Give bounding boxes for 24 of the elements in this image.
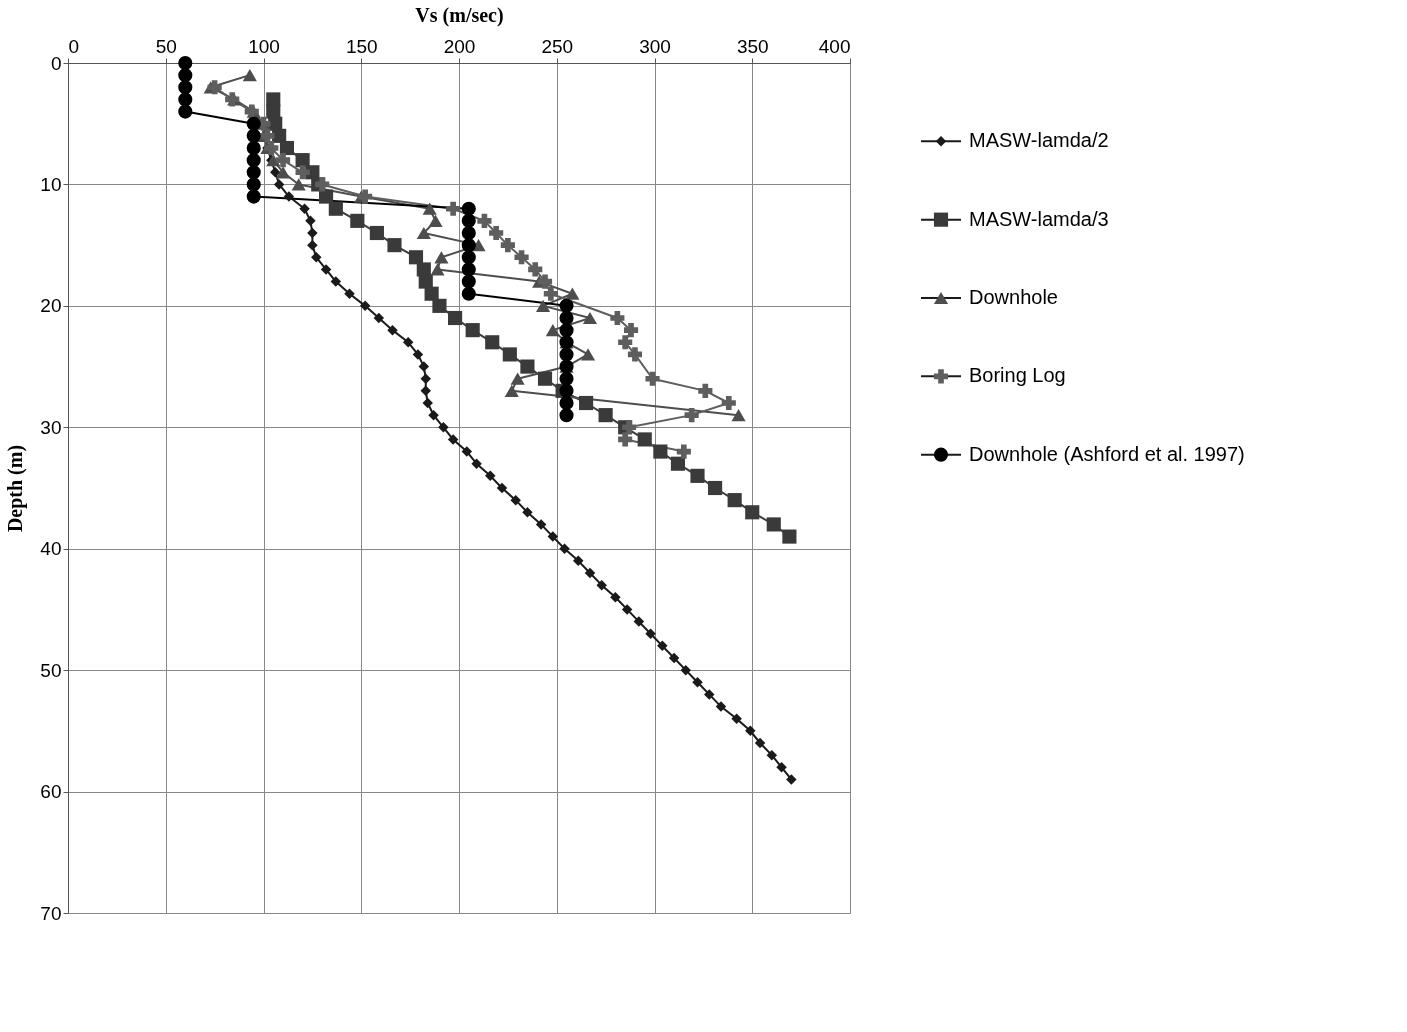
x-tick-label: 350 — [736, 35, 769, 57]
y-tick-label: 70 — [40, 902, 62, 924]
x-tick-label: 250 — [541, 35, 574, 57]
x-tick-label: 0 — [68, 35, 80, 57]
x-tick-label: 150 — [345, 35, 378, 57]
y-tick-label: 20 — [40, 295, 62, 317]
y-tick-label: 40 — [40, 538, 62, 560]
y-tick-label: 0 — [50, 52, 62, 74]
y-tick-label: 60 — [40, 781, 62, 803]
y-tick-label: 10 — [40, 173, 62, 195]
legend-label: Downhole (Ashford et al. 1997) — [969, 442, 1245, 465]
legend-label: MASW-lamda/3 — [969, 207, 1109, 230]
x-tick-label: 100 — [248, 35, 280, 57]
x-tick-label: 50 — [155, 35, 177, 57]
x-tick-label: 400 — [818, 35, 851, 57]
legend-label: Downhole — [969, 286, 1058, 308]
y-tick-label: 50 — [40, 659, 62, 681]
y-axis-title: Depth (m) — [4, 444, 28, 533]
y-tick-label: 30 — [40, 416, 62, 438]
legend-label: MASW-lamda/2 — [969, 129, 1109, 152]
legend-label: Boring Log — [969, 364, 1066, 387]
x-axis-title: Vs (m/sec) — [415, 3, 504, 27]
x-tick-label: 300 — [639, 35, 671, 57]
x-tick-label: 200 — [443, 35, 476, 57]
